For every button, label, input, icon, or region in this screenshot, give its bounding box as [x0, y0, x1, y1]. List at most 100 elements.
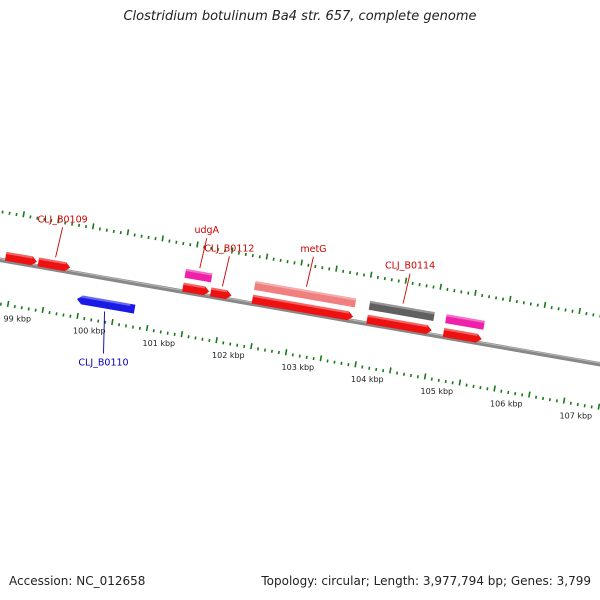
feature-gene-0[interactable]	[4, 251, 38, 266]
inner-tick	[145, 324, 149, 332]
feature-shape[interactable]	[76, 295, 136, 314]
feature-shape[interactable]	[445, 314, 485, 330]
feature-shape[interactable]	[254, 280, 357, 308]
feature-shape[interactable]	[182, 282, 210, 296]
inner-tick	[173, 332, 176, 336]
outer-tick	[50, 218, 53, 223]
outer-tick	[536, 303, 539, 307]
outer-tick	[592, 313, 595, 317]
outer-tick	[467, 291, 470, 295]
feature-shine	[369, 300, 435, 315]
outer-tick-ring	[1, 210, 600, 318]
feature-CLJ_B0112[interactable]	[209, 287, 232, 300]
inner-tick	[583, 404, 586, 408]
feature-shine	[255, 280, 357, 301]
inner-tick	[305, 355, 308, 359]
inner-tick	[34, 308, 37, 312]
feature-shape[interactable]	[442, 327, 483, 344]
feature-shape[interactable]	[4, 251, 38, 266]
outer-tick	[369, 271, 373, 278]
feature-shape[interactable]	[368, 300, 435, 322]
inner-tick	[535, 395, 538, 399]
feature-shape[interactable]	[37, 257, 72, 272]
outer-tick	[223, 249, 227, 253]
outer-tick	[314, 264, 317, 269]
feature-gene-10[interactable]	[445, 314, 485, 330]
outer-tick	[293, 261, 296, 265]
inner-tick	[382, 369, 385, 373]
outer-tick	[383, 276, 386, 281]
inner-tick	[201, 337, 204, 341]
feature-shape[interactable]	[209, 287, 232, 300]
feature-CLJ_B0114[interactable]	[368, 300, 435, 322]
feature-shape[interactable]	[251, 294, 354, 321]
inner-tick	[548, 398, 551, 402]
inner-tick	[541, 396, 545, 401]
inner-tick	[368, 366, 371, 370]
feature-gene-7[interactable]	[251, 294, 354, 321]
inner-tick	[270, 349, 273, 353]
outer-tick	[390, 278, 393, 282]
outer-tick	[22, 211, 26, 218]
feature-gene-11[interactable]	[442, 327, 483, 344]
feature-shape[interactable]	[366, 314, 432, 335]
feature-labels: CLJ_B0109 CLJ_B0110 udgA CLJ_B0112 metG CLJ_B…	[38, 214, 436, 368]
inner-tick	[347, 362, 350, 367]
feature-CLJ_B0109[interactable]	[37, 257, 72, 272]
outer-tick	[119, 231, 122, 235]
feature-shine	[443, 327, 478, 336]
feature-metG[interactable]	[254, 280, 357, 308]
outer-tick	[411, 281, 414, 286]
label-leader	[306, 256, 314, 287]
outer-tick	[481, 293, 484, 298]
kbp-label: 106 kbp	[490, 399, 523, 408]
inner-tick	[124, 324, 128, 328]
inner-tick	[479, 385, 482, 390]
gene-label: CLJ_B0109	[38, 214, 88, 225]
outer-tick	[585, 312, 588, 316]
inner-tick	[437, 378, 440, 382]
outer-tick	[446, 287, 449, 292]
outer-tick	[265, 253, 269, 260]
inner-tick	[97, 319, 100, 323]
outer-tick	[36, 216, 39, 220]
inner-tick	[250, 343, 253, 350]
map-title: Clostridium botulinum Ba4 str. 657, comp…	[123, 9, 477, 24]
inner-tick	[444, 379, 447, 384]
kbp-label: 103 kbp	[282, 363, 315, 372]
inner-tick	[569, 401, 572, 405]
outer-tick	[578, 307, 582, 315]
inner-tick	[277, 350, 280, 355]
inner-tick	[354, 361, 357, 368]
inner-tick	[236, 343, 239, 347]
outer-tick	[550, 305, 553, 310]
inner-tick	[152, 329, 155, 333]
inner-tick	[229, 342, 232, 346]
inner-tick	[194, 336, 197, 340]
outer-tick	[29, 215, 32, 219]
feature-shine	[77, 294, 131, 307]
outer-tick	[432, 285, 435, 289]
feature-CLJ_B0110[interactable]	[76, 294, 136, 314]
inner-tick	[76, 312, 79, 320]
feature-gene-9[interactable]	[366, 314, 432, 335]
feature-shine	[252, 294, 349, 314]
outer-tick	[175, 240, 178, 244]
outer-tick	[78, 223, 81, 227]
feature-shine	[446, 314, 485, 324]
feature-udgA[interactable]	[184, 268, 213, 283]
outer-tick	[453, 289, 456, 293]
inner-tick	[555, 399, 558, 403]
feature-track[interactable]	[4, 251, 485, 344]
kbp-label: 99 kbp	[4, 315, 32, 324]
feature-gene-4[interactable]	[182, 282, 210, 296]
inner-tick	[458, 379, 462, 386]
outer-tick	[196, 241, 199, 248]
inner-tick	[62, 313, 65, 317]
feature-shape[interactable]	[184, 268, 213, 283]
inner-tick	[69, 314, 72, 318]
inner-tick	[361, 365, 364, 369]
kbp-label: 102 kbp	[212, 351, 245, 360]
outer-tick	[543, 301, 547, 309]
